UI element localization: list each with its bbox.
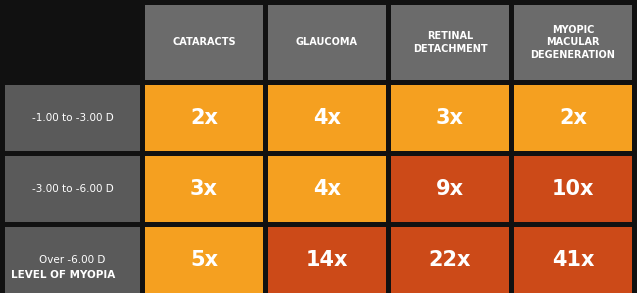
Bar [145,5,263,80]
Bar [391,5,509,80]
Bar [391,227,509,293]
Bar [514,5,632,80]
Text: CATARACTS: CATARACTS [172,38,236,47]
Text: -3.00 to -6.00 D: -3.00 to -6.00 D [32,184,113,194]
Text: 14x: 14x [306,250,348,270]
Bar [5,227,140,293]
Bar [145,85,263,151]
Text: 3x: 3x [436,108,464,128]
Text: 4x: 4x [313,108,341,128]
Bar [268,5,386,80]
Bar [268,156,386,222]
Bar [268,227,386,293]
Text: 2x: 2x [190,108,218,128]
Text: Over -6.00 D: Over -6.00 D [39,255,106,265]
Text: 10x: 10x [552,179,594,199]
Text: 9x: 9x [436,179,464,199]
Bar [5,85,140,151]
Text: -1.00 to -3.00 D: -1.00 to -3.00 D [32,113,113,123]
Text: 5x: 5x [190,250,218,270]
Bar [514,156,632,222]
Text: LEVEL OF MYOPIA: LEVEL OF MYOPIA [11,270,115,280]
Text: 41x: 41x [552,250,594,270]
Text: GLAUCOMA: GLAUCOMA [296,38,358,47]
Bar [268,85,386,151]
Text: RETINAL
DETACHMENT: RETINAL DETACHMENT [413,31,487,54]
Bar [391,156,509,222]
Text: 22x: 22x [429,250,471,270]
Bar [514,227,632,293]
Bar [514,85,632,151]
Text: 4x: 4x [313,179,341,199]
Text: 3x: 3x [190,179,218,199]
Text: MYOPIC
MACULAR
DEGENERATION: MYOPIC MACULAR DEGENERATION [531,25,615,60]
Bar [391,85,509,151]
Bar [145,156,263,222]
Text: 2x: 2x [559,108,587,128]
Bar [5,156,140,222]
Bar [145,227,263,293]
